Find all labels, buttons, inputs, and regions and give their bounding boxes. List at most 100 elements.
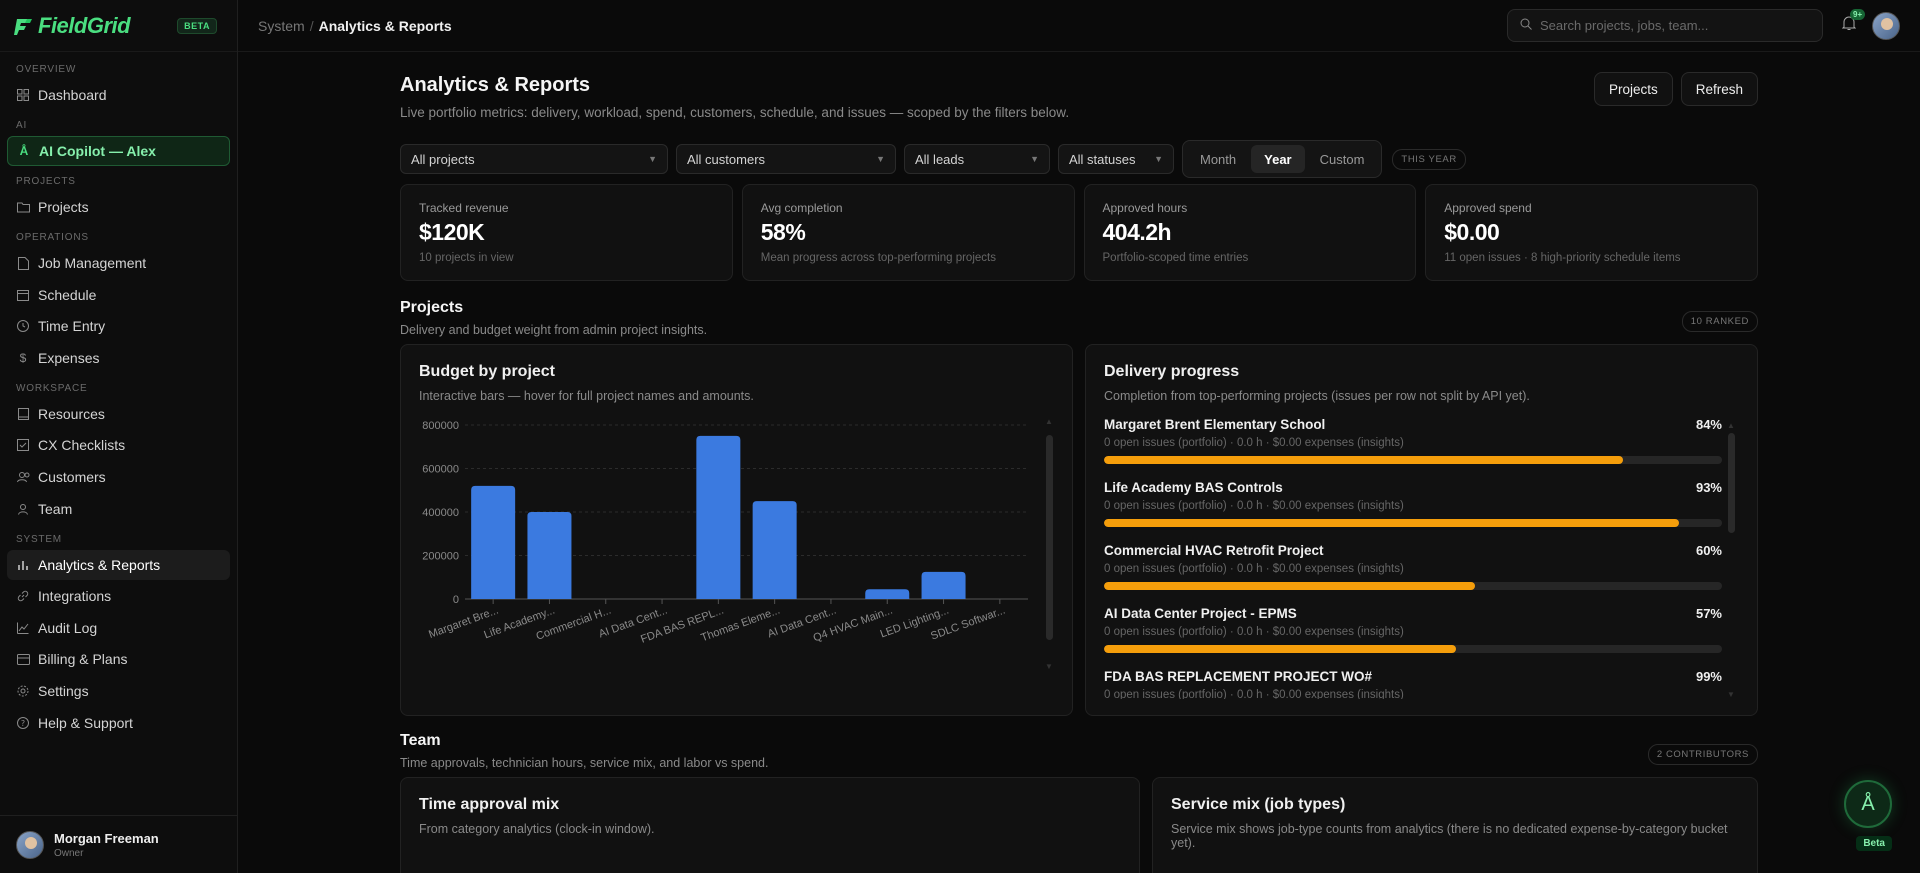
bar[interactable]: [527, 512, 572, 599]
sidebar-item-billing[interactable]: Billing & Plans: [7, 644, 230, 674]
kpi-note: 10 projects in view: [419, 252, 514, 264]
brand-name: FieldGrid: [38, 12, 131, 38]
sidebar-item-customers[interactable]: Customers: [7, 462, 230, 492]
scroll-up-icon[interactable]: ▲: [1727, 421, 1735, 430]
delivery-scrollbar[interactable]: ▲ ▼: [1727, 421, 1735, 699]
dollar-icon: $: [19, 350, 27, 365]
sidebar-item-team[interactable]: Team: [7, 494, 230, 524]
project-percent: 57%: [1695, 606, 1722, 621]
refresh-button[interactable]: Refresh: [1680, 72, 1758, 106]
projects-filter-value: All projects: [411, 151, 475, 167]
sidebar-item-time-entry[interactable]: Time Entry: [7, 311, 230, 341]
team-section-subtitle: Time approvals, technician hours, servic…: [400, 756, 769, 770]
sidebar-item-schedule[interactable]: Schedule: [7, 280, 230, 310]
period-custom[interactable]: Custom: [1319, 151, 1365, 167]
sidebar-item-cx-checklists[interactable]: CX Checklists: [7, 430, 230, 460]
period-year[interactable]: Year: [1251, 145, 1305, 173]
sidebar-item-label: Resources: [38, 405, 105, 422]
filter-bar: All projects ▼ All customers ▼ All leads…: [400, 140, 1758, 178]
kpi-value: $0.00: [1444, 219, 1500, 245]
section-projects: PROJECTS: [16, 176, 76, 187]
bar[interactable]: [921, 571, 966, 599]
sidebar-item-settings[interactable]: Settings: [7, 676, 230, 706]
kpi-note: Portfolio-scoped time entries: [1102, 252, 1249, 264]
delivery-item[interactable]: Commercial HVAC Retrofit Project 60% 0 o…: [1104, 543, 1722, 606]
time-approval-card: Time approval mix From category analytic…: [400, 777, 1140, 873]
breadcrumb-parent[interactable]: System: [258, 17, 305, 34]
search-input[interactable]: [1540, 18, 1810, 33]
bar[interactable]: [865, 589, 910, 599]
bar[interactable]: [471, 485, 516, 599]
sidebar-item-resources[interactable]: Resources: [7, 399, 230, 429]
breadcrumb-separator: /: [309, 17, 314, 34]
project-name: Commercial HVAC Retrofit Project: [1104, 543, 1324, 558]
scroll-thumb[interactable]: [1046, 435, 1053, 640]
time-approval-subtitle: From category analytics (clock-in window…: [419, 822, 655, 836]
scroll-thumb[interactable]: [1728, 433, 1735, 533]
delivery-item[interactable]: Margaret Brent Elementary School 84% 0 o…: [1104, 417, 1722, 480]
projects-button[interactable]: Projects: [1593, 72, 1673, 106]
ranked-pill: 10 RANKED: [1681, 311, 1758, 332]
sidebar-item-dashboard[interactable]: Dashboard: [7, 80, 230, 110]
user-role: Owner: [54, 847, 84, 859]
project-percent: 84%: [1695, 417, 1722, 432]
sidebar-item-label: AI Copilot — Alex: [39, 143, 156, 159]
budget-chart-scrollbar[interactable]: ▲ ▼: [1045, 417, 1053, 671]
users-icon: [16, 470, 30, 484]
user-profile[interactable]: Morgan Freeman Owner: [0, 815, 237, 873]
sidebar-item-integrations[interactable]: Integrations: [7, 581, 230, 611]
logo[interactable]: FieldGrid: [12, 12, 131, 39]
ai-copilot-fab[interactable]: Å: [1844, 780, 1892, 828]
grid-icon: [16, 88, 30, 102]
time-approval-title: Time approval mix: [419, 796, 560, 813]
scroll-down-icon[interactable]: ▼: [1727, 690, 1735, 699]
delivery-item[interactable]: AI Data Center Project - EPMS 57% 0 open…: [1104, 606, 1722, 669]
sidebar-item-ai-copilot[interactable]: Å AI Copilot — Alex: [7, 136, 230, 166]
team-section-header: Team Time approvals, technician hours, s…: [400, 732, 1758, 777]
project-meta: 0 open issues (portfolio) · 0.0 h · $0.0…: [1104, 563, 1404, 575]
project-percent: 60%: [1695, 543, 1722, 558]
main-content: Analytics & Reports Live portfolio metri…: [400, 52, 1758, 873]
customers-filter[interactable]: All customers ▼: [676, 144, 896, 174]
sidebar-item-job-management[interactable]: Job Management: [7, 248, 230, 278]
notification-badge: 9+: [1850, 9, 1866, 20]
sidebar-item-label: Schedule: [38, 286, 97, 303]
sidebar-item-audit-log[interactable]: Audit Log: [7, 613, 230, 643]
beta-badge: BETA: [177, 17, 217, 34]
project-name: AI Data Center Project - EPMS: [1104, 606, 1297, 621]
sidebar-item-help[interactable]: ? Help & Support: [7, 708, 230, 738]
global-search[interactable]: [1507, 9, 1823, 42]
bar[interactable]: [752, 501, 797, 599]
sidebar-item-label: Projects: [38, 199, 89, 215]
statuses-filter[interactable]: All statuses ▼: [1058, 144, 1174, 174]
leads-filter[interactable]: All leads ▼: [904, 144, 1050, 174]
bar[interactable]: [696, 435, 741, 599]
user-icon: [16, 502, 30, 516]
period-month[interactable]: Month: [1200, 151, 1237, 167]
section-operations: OPERATIONS: [16, 232, 89, 243]
sidebar-item-label: Analytics & Reports: [38, 556, 161, 573]
project-name: FDA BAS REPLACEMENT PROJECT WO#: [1104, 669, 1373, 684]
sidebar-item-projects[interactable]: Projects: [7, 192, 230, 222]
delivery-item[interactable]: FDA BAS REPLACEMENT PROJECT WO# 99% 0 op…: [1104, 669, 1722, 699]
scroll-down-icon[interactable]: ▼: [1045, 662, 1053, 671]
chevron-down-icon: ▼: [1030, 154, 1039, 164]
scroll-up-icon[interactable]: ▲: [1045, 417, 1053, 426]
credit-card-icon: [16, 652, 30, 666]
delivery-item[interactable]: Life Academy BAS Controls 93% 0 open iss…: [1104, 480, 1722, 543]
notifications-button[interactable]: 9+: [1841, 9, 1866, 34]
user-name: Morgan Freeman: [54, 830, 159, 846]
avatar: [16, 830, 44, 859]
account-avatar[interactable]: [1872, 12, 1900, 40]
breadcrumb: System / Analytics & Reports: [258, 18, 452, 34]
sidebar-item-expenses[interactable]: $ Expenses: [7, 343, 230, 373]
team-row: Time approval mix From category analytic…: [400, 777, 1758, 873]
progress-fill: [1104, 582, 1475, 590]
sidebar-item-label: Settings: [38, 682, 89, 699]
delivery-card-subtitle: Completion from top-performing projects …: [1104, 389, 1530, 403]
contributors-pill: 2 CONTRIBUTORS: [1647, 744, 1758, 765]
projects-filter[interactable]: All projects ▼: [400, 144, 668, 174]
chevron-down-icon: ▼: [1154, 154, 1163, 164]
sidebar-item-analytics[interactable]: Analytics & Reports: [7, 549, 230, 580]
